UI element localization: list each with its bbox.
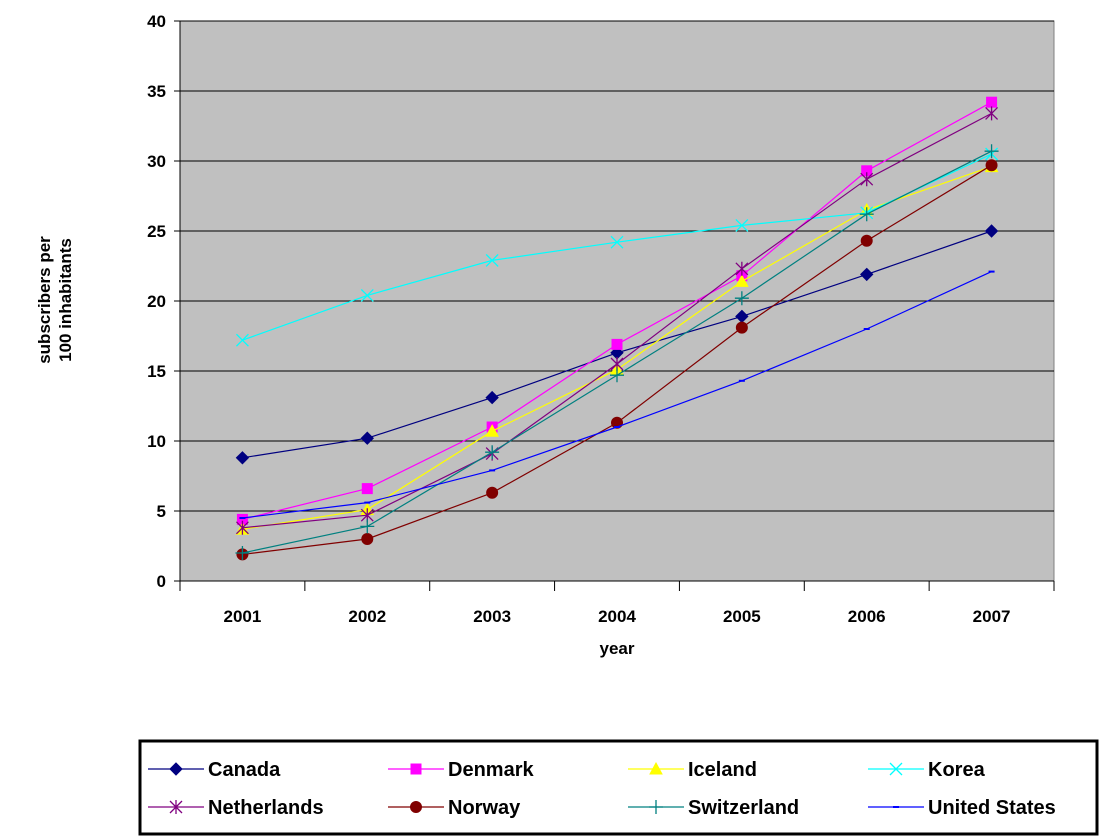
legend-swatch-marker xyxy=(169,762,183,776)
data-point-korea xyxy=(485,253,499,267)
data-point-switzerland xyxy=(859,207,874,222)
data-point-netherlands xyxy=(985,106,999,121)
x-tick-label: 2007 xyxy=(973,607,1011,626)
data-point-korea xyxy=(360,288,374,302)
data-point-canada xyxy=(984,224,999,238)
data-point-norway xyxy=(735,321,748,334)
data-point-denmark xyxy=(986,96,998,108)
data-point-switzerland xyxy=(485,445,500,460)
data-point-norway xyxy=(361,533,374,545)
data-point-korea xyxy=(735,218,749,232)
data-point-netherlands xyxy=(735,261,749,276)
legend-swatch-marker xyxy=(649,800,663,814)
legend-swatch-marker xyxy=(889,762,903,776)
y-axis-title-line-2: 100 inhabitants xyxy=(56,238,75,362)
legend-label: Norway xyxy=(448,797,521,819)
legend-swatch-marker xyxy=(649,761,663,775)
data-point-switzerland xyxy=(610,368,624,383)
legend-swatch-marker xyxy=(410,763,422,775)
data-point-switzerland xyxy=(360,519,375,534)
legend-item-iceland: Iceland xyxy=(628,759,757,781)
data-point-canada xyxy=(360,431,374,445)
series-united-states xyxy=(239,270,995,519)
y-tick-label: 35 xyxy=(147,82,166,101)
legend-item-united-states: United States xyxy=(868,797,1056,819)
data-point-switzerland xyxy=(235,546,250,560)
x-tick-label: 2002 xyxy=(348,607,386,626)
data-point-switzerland xyxy=(734,291,749,306)
legend-label: Iceland xyxy=(688,759,757,781)
legend-item-netherlands: Netherlands xyxy=(148,797,324,819)
data-point-canada xyxy=(485,390,499,405)
legend-item-switzerland: Switzerland xyxy=(628,797,799,819)
x-tick-label: 2001 xyxy=(224,607,262,626)
data-point-norway xyxy=(985,159,998,172)
y-axis-title-line-1: subscribers per xyxy=(35,236,54,364)
legend-swatch-marker xyxy=(410,801,422,813)
y-tick-label: 15 xyxy=(147,362,166,381)
data-point-iceland xyxy=(485,424,499,437)
data-point-canada xyxy=(860,267,874,282)
axes: 0 5 10 15 20 25 30 35 40 2001 2002 2003 2004 2005 2006… xyxy=(147,12,1055,626)
series-netherlands xyxy=(235,106,999,535)
data-point-norway xyxy=(860,234,873,247)
y-tick-label: 25 xyxy=(147,222,166,241)
axis-titles: subscribers per 100 inhabitants year xyxy=(35,236,635,658)
legend-label: Netherlands xyxy=(208,797,324,819)
y-tick-label: 0 xyxy=(157,572,166,591)
data-point-korea xyxy=(235,333,249,347)
x-tick-label: 2005 xyxy=(723,607,761,626)
legend-swatch-marker xyxy=(169,800,183,814)
x-tick-label: 2004 xyxy=(598,607,636,626)
data-point-switzerland xyxy=(984,144,999,159)
legend-label: United States xyxy=(928,797,1056,819)
series-switzerland xyxy=(235,144,999,560)
legend: Canada Denmark Iceland Korea Netherlands Norw… xyxy=(138,739,1099,836)
legend-label: Denmark xyxy=(448,759,534,781)
legend-item-denmark: Denmark xyxy=(388,759,534,781)
data-point-canada xyxy=(235,451,250,465)
y-tick-label: 30 xyxy=(147,152,166,171)
series-group xyxy=(235,96,999,561)
y-tick-label: 40 xyxy=(147,12,166,31)
x-tick-label: 2003 xyxy=(473,607,511,626)
y-tick-label: 10 xyxy=(147,432,166,451)
x-axis-title: year xyxy=(600,639,635,658)
legend-label: Canada xyxy=(208,759,281,781)
data-point-iceland xyxy=(735,274,749,287)
y-tick-label: 5 xyxy=(157,502,166,521)
data-point-denmark xyxy=(361,483,373,495)
legend-label: Korea xyxy=(928,759,986,781)
legend-item-canada: Canada xyxy=(148,759,281,781)
legend-label: Switzerland xyxy=(688,797,799,819)
legend-item-korea: Korea xyxy=(868,759,986,781)
data-point-netherlands xyxy=(235,520,249,535)
x-tick-label: 2006 xyxy=(848,607,886,626)
data-point-korea xyxy=(610,235,624,249)
legend-item-norway: Norway xyxy=(388,797,521,819)
data-point-norway xyxy=(486,486,499,499)
data-point-denmark xyxy=(611,338,623,350)
data-point-netherlands xyxy=(860,172,874,187)
gridlines xyxy=(180,20,1054,512)
legend-box xyxy=(138,739,1099,836)
y-tick-label: 20 xyxy=(147,292,166,311)
